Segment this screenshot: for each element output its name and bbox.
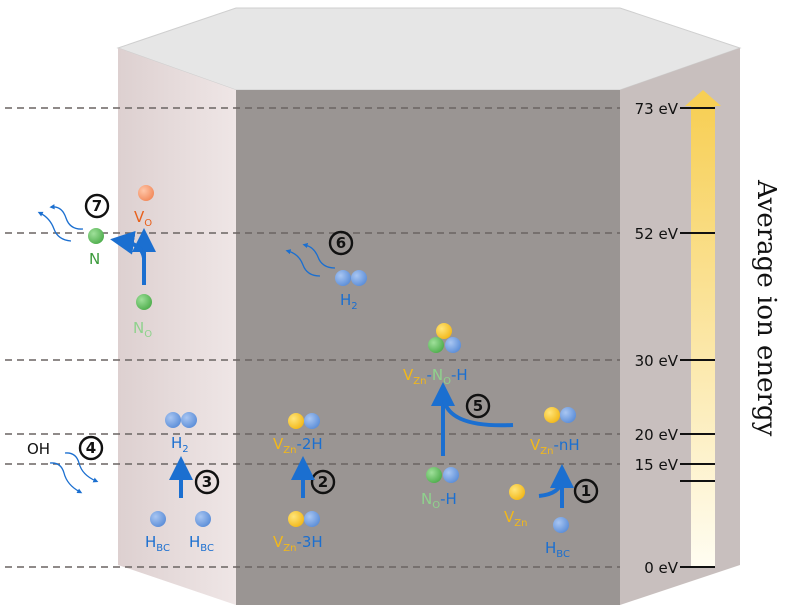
label-hbc: HBC <box>145 533 170 554</box>
tick-label: 0 eV <box>644 559 679 577</box>
label-no-h: NO-H <box>421 490 457 511</box>
n-atom <box>426 467 442 483</box>
svg-text:1: 1 <box>581 482 591 500</box>
label-vzn-no-h: VZn-NO-H <box>403 366 468 387</box>
n-atom <box>88 228 104 244</box>
svg-text:3: 3 <box>202 473 212 491</box>
step-4-badge: 4 <box>78 435 104 461</box>
label-h2-escape: H2 <box>340 291 358 312</box>
h-atom <box>445 337 461 353</box>
tick-label: 20 eV <box>635 426 679 444</box>
h-atom <box>560 407 576 423</box>
svg-text:4: 4 <box>86 439 96 457</box>
h-atom <box>351 270 367 286</box>
escape-arrow-n-2 <box>37 211 72 242</box>
label-vzn-2h: VZn-2H <box>273 435 323 456</box>
svg-text:6: 6 <box>336 234 346 252</box>
step-3-badge: 3 <box>194 469 220 495</box>
svg-text:2: 2 <box>318 473 328 491</box>
h-atom <box>335 270 351 286</box>
prism-right-face <box>620 48 740 605</box>
step-7-badge: 7 <box>84 193 110 219</box>
label-h2-formed: H2 <box>171 434 189 455</box>
label-n: N <box>89 250 100 268</box>
h-atom <box>304 511 320 527</box>
tick-label: 73 eV <box>635 100 679 118</box>
h-atom <box>150 511 166 527</box>
step-5-badge: 5 <box>465 393 491 419</box>
zn-vacancy-atom <box>288 413 304 429</box>
zn-vacancy-atom <box>544 407 560 423</box>
h-atom <box>181 412 197 428</box>
h-atom <box>553 517 569 533</box>
n-atom <box>428 337 444 353</box>
tick-label: 52 eV <box>635 225 679 243</box>
h-atom <box>195 511 211 527</box>
svg-text:7: 7 <box>92 197 102 215</box>
zn-vacancy-atom <box>436 323 452 339</box>
energy-gradient-bar <box>691 104 715 568</box>
energy-arrow-head <box>685 90 721 106</box>
step-2-badge: 2 <box>310 469 336 495</box>
escape-arrow-oh-2 <box>49 462 83 494</box>
label-vzn-nh: VZn-nH <box>530 436 580 457</box>
arrow-step-1-merge <box>538 479 564 498</box>
no-atom <box>136 294 152 310</box>
escape-arrow-h2-2 <box>285 249 321 277</box>
escape-arrow-h2-1 <box>302 243 336 269</box>
zn-vacancy-atom <box>509 484 525 500</box>
arrow-step-5-merge <box>442 399 514 428</box>
zn-vacancy-atom <box>288 511 304 527</box>
h-atom <box>304 413 320 429</box>
label-vzn: VZn <box>504 508 527 529</box>
tick-label: 30 eV <box>635 352 679 370</box>
label-no: NO <box>133 319 152 340</box>
axis-label: Average ion energy <box>751 179 781 437</box>
svg-text:5: 5 <box>473 397 483 415</box>
label-vzn-3h: VZn-3H <box>273 533 323 554</box>
label-vo: VO <box>134 208 152 229</box>
tick-label: 15 eV <box>635 456 679 474</box>
label-hbc: HBC <box>545 539 570 560</box>
h-atom <box>443 467 459 483</box>
arrow-step-7-left <box>110 230 146 259</box>
prism-top-face <box>116 7 742 91</box>
energy-levels <box>5 107 620 568</box>
h-atom <box>165 412 181 428</box>
label-oh: OH <box>27 440 50 458</box>
step-6-badge: 6 <box>328 230 354 256</box>
step-1-badge: 1 <box>573 478 599 504</box>
vo-atom <box>138 185 154 201</box>
label-hbc: HBC <box>189 533 214 554</box>
escape-arrow-oh-1 <box>64 452 99 483</box>
escape-arrow-n-1 <box>49 204 84 230</box>
